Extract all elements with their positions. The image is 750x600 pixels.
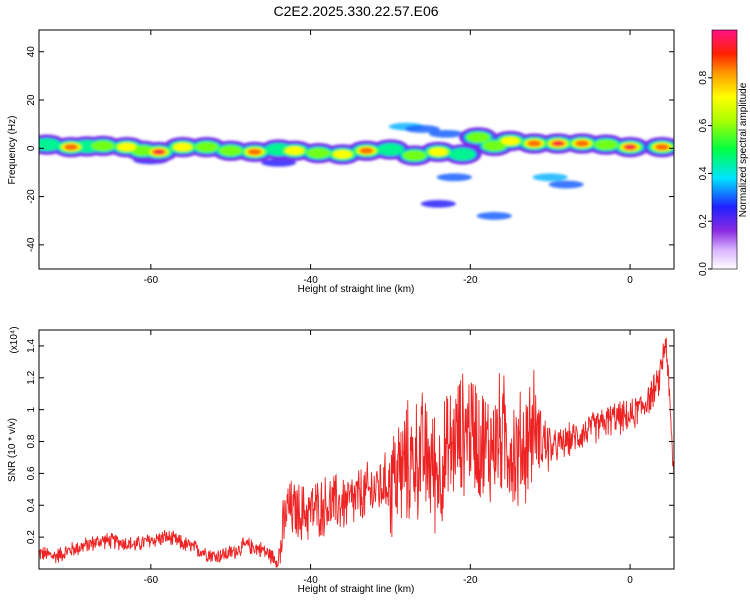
colorbar-tick-label: 0.8 xyxy=(698,70,709,84)
heatmap-band-cell xyxy=(219,145,243,156)
heatmap-band-cell xyxy=(195,141,219,153)
snr-x-ticks: -60 -40 -20 0 xyxy=(144,330,633,586)
snr-series-line xyxy=(39,337,674,568)
heatmap-band-cell xyxy=(39,138,61,151)
colorbar-tick-label: 0.2 xyxy=(698,214,709,228)
colorbar-title: Normalized spectral amplitude xyxy=(738,82,749,217)
heatmap-band-cell xyxy=(247,148,262,156)
colorbar-ticks: 0.0 0.2 0.4 0.6 0.8 xyxy=(698,70,712,276)
snr-y-tick-label: 0.4 xyxy=(26,498,37,512)
heatmap-x-ticks: -60 -40 -20 0 xyxy=(144,30,633,286)
heatmap-band-cell xyxy=(625,144,635,150)
snr-panel: -60 -40 -20 0 0.2 0.4 0.6 0.8 1 1.2 1.4 Height of… xyxy=(7,326,675,595)
heatmap-band-cell xyxy=(376,143,405,156)
heatmap-faint-patch xyxy=(548,180,584,189)
snr-y-tick-label: 1.4 xyxy=(26,339,37,353)
colorbar-gradient xyxy=(711,29,738,270)
heatmap-frame xyxy=(38,29,675,270)
heatmap-faint-patch xyxy=(436,173,472,182)
snr-x-axis-title: Height of straight line (km) xyxy=(298,584,415,595)
heatmap-x-tick-label: -20 xyxy=(463,275,478,286)
heatmap-band-cell xyxy=(429,147,448,157)
snr-y-tick-label: 0.8 xyxy=(26,434,37,448)
heatmap-faint-patch xyxy=(428,129,464,138)
heatmap-x-tick-label: 0 xyxy=(627,275,633,286)
heatmap-band-cell xyxy=(594,139,618,150)
snr-x-tick-label: -20 xyxy=(463,575,478,586)
heatmap-band-cell xyxy=(173,142,193,152)
snr-x-tick-label: -40 xyxy=(303,575,318,586)
heatmap-band-cell xyxy=(575,140,590,147)
colorbar: 0.0 0.2 0.4 0.6 0.8 Normalized spectral ampl… xyxy=(698,29,749,276)
snr-frame xyxy=(38,329,675,570)
snr-y-unit: (x10⁴) xyxy=(9,326,20,353)
heatmap-y-tick-label: 40 xyxy=(26,46,37,58)
heatmap-faint-patch xyxy=(261,158,297,167)
heatmap-panel: -60 -40 -20 0 -40 -20 0 20 40 Height of straigh… xyxy=(7,29,675,295)
heatmap-band-cell xyxy=(553,141,563,146)
heatmap-band-cell xyxy=(466,132,490,143)
colorbar-tick-label: 0.0 xyxy=(698,262,709,276)
heatmap-band-cell xyxy=(91,140,115,152)
heatmap-band-cell xyxy=(654,143,670,151)
colorbar-tick-label: 0.4 xyxy=(698,166,709,180)
snr-x-tick-label: -60 xyxy=(144,575,159,586)
heatmap-faint-patch xyxy=(532,173,568,182)
heatmap-band-cell xyxy=(117,142,137,152)
heatmap-band-cell xyxy=(154,149,164,155)
heatmap-band-cell xyxy=(307,147,331,159)
heatmap-faint-patch xyxy=(476,212,512,220)
snr-y-tick-label: 1 xyxy=(26,406,37,412)
heatmap-band-cell xyxy=(500,136,520,146)
heatmap-band-cell xyxy=(402,150,426,161)
heatmap-y-tick-label: 0 xyxy=(26,145,37,151)
heatmap-x-tick-label: -60 xyxy=(144,275,159,286)
snr-y-tick-label: 0.6 xyxy=(26,466,37,480)
heatmap-band-cell xyxy=(63,143,78,151)
figure-title: C2E2.2025.330.22.57.E06 xyxy=(273,3,438,19)
heatmap-y-ticks: -40 -20 0 20 40 xyxy=(26,46,674,252)
heatmap-y-tick-label: -40 xyxy=(26,237,37,252)
snr-x-tick-label: 0 xyxy=(627,575,633,586)
heatmap-band-cell xyxy=(285,146,304,155)
snr-y-tick-label: 1.2 xyxy=(26,370,37,384)
heatmap-faint-patch xyxy=(420,199,456,208)
heatmap-band-cell xyxy=(527,140,542,147)
heatmap-cells xyxy=(39,122,674,220)
heatmap-y-axis-title: Frequency (Hz) xyxy=(7,116,18,185)
heatmap-band-cell xyxy=(359,147,374,154)
snr-y-ticks: 0.2 0.4 0.6 0.8 1 1.2 1.4 xyxy=(26,339,674,544)
colorbar-tick-label: 0.6 xyxy=(698,118,709,132)
heatmap-y-tick-label: -20 xyxy=(26,189,37,204)
heatmap-x-tick-label: -40 xyxy=(303,275,318,286)
heatmap-faint-patch xyxy=(404,125,440,133)
heatmap-x-axis-title: Height of straight line (km) xyxy=(298,284,415,295)
heatmap-band-cell xyxy=(448,148,477,161)
heatmap-band-cell xyxy=(333,150,352,159)
snr-y-tick-label: 0.2 xyxy=(26,530,37,544)
snr-y-axis-title: SNR (10 * v/v) xyxy=(7,418,18,482)
heatmap-y-tick-label: 20 xyxy=(26,94,37,106)
